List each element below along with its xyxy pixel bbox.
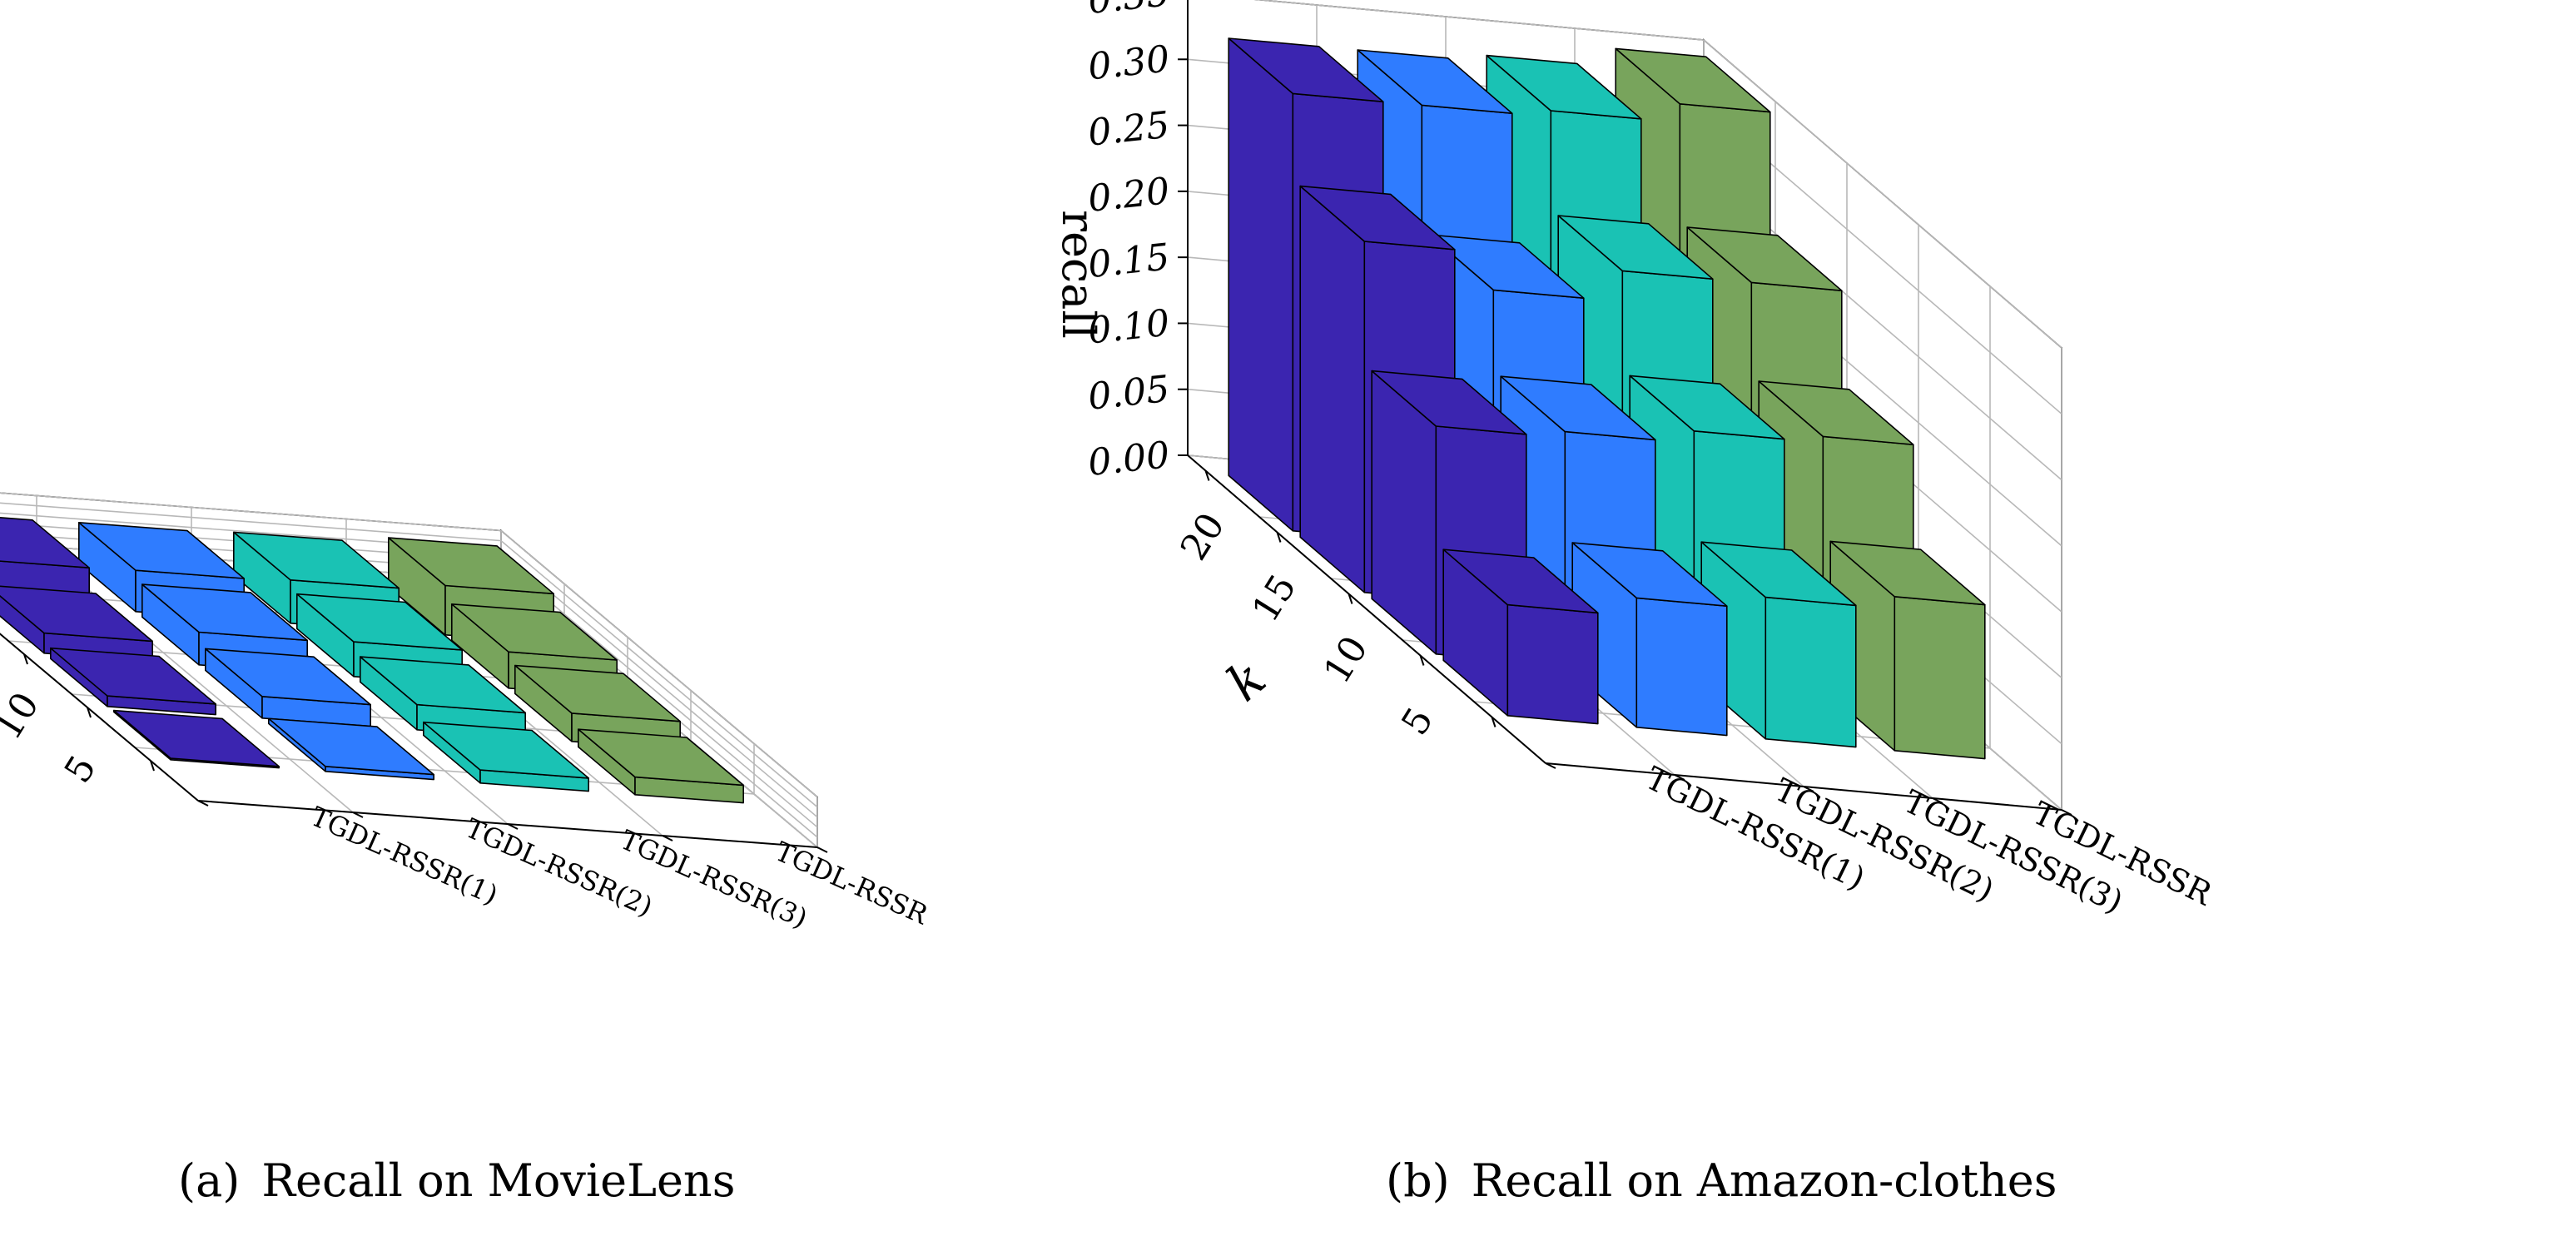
z-tick-label: 0.00 <box>1086 434 1172 484</box>
bar-top-face <box>295 593 464 651</box>
chart-axes <box>0 633 828 853</box>
x-tick <box>1419 655 1425 666</box>
bar <box>113 709 280 769</box>
bar <box>359 656 527 739</box>
bars <box>0 517 745 804</box>
bar-top-face <box>49 647 217 705</box>
bar-top-face <box>387 537 555 595</box>
y-tick <box>507 823 519 830</box>
bar-top-face <box>1371 370 1527 435</box>
z-tick-label: 0.20 <box>1086 170 1172 221</box>
bar-top-face <box>1357 49 1513 114</box>
bar-top-face <box>1629 375 1785 440</box>
caption-a-title: Recall on MovieLens <box>261 1154 736 1207</box>
bar-top-face <box>232 531 400 589</box>
z-tick-label: 0.10 <box>1086 302 1172 353</box>
bars <box>1228 37 1986 760</box>
bar <box>1442 549 1599 725</box>
bar <box>205 648 372 727</box>
bar-top-face <box>0 517 90 569</box>
z-axis-label: recall <box>1052 210 1104 339</box>
z-tick-label: 0.15 <box>1086 236 1172 286</box>
bar-top-face <box>1486 54 1642 120</box>
x-tick <box>1491 717 1496 727</box>
bar-top-face <box>450 603 618 661</box>
z-tick-labels: 0.000.050.100.150.200.250.300.35 <box>1086 0 1172 484</box>
bar-top-face <box>113 709 280 767</box>
bar-top-face <box>1299 185 1456 251</box>
bar-top-face <box>1829 540 1986 606</box>
x-tick-label: 5 <box>1393 700 1442 742</box>
bar-top-face <box>1571 542 1728 608</box>
z-tick-label: 0.30 <box>1086 37 1172 88</box>
y-tick <box>1674 774 1685 781</box>
bar-top-face <box>359 656 527 714</box>
chart-axes <box>1178 0 2072 816</box>
bar-front-face <box>1228 37 1294 532</box>
bar-top-face <box>267 717 435 776</box>
x-tick-label: 10 <box>0 685 47 747</box>
chart-amazon: 0.000.050.100.150.200.250.300.35recall20… <box>1052 0 2219 921</box>
bar-top-face <box>1686 226 1843 292</box>
bar-top-face <box>1500 375 1656 441</box>
y-tick <box>1545 762 1556 769</box>
y-tick <box>662 835 673 841</box>
bar-top-face <box>577 728 745 787</box>
bar-side-face <box>1506 603 1599 725</box>
y-tick <box>1803 786 1814 792</box>
y-tick <box>816 846 828 853</box>
chart-panel-movielens: 0.00.10.20.30.40.5recall2015105kTGDL-RSS… <box>0 0 1288 1149</box>
x-tick <box>87 707 92 718</box>
x-tick-label: 5 <box>57 748 105 791</box>
x-tick <box>150 760 155 772</box>
bar-top-face <box>422 721 590 779</box>
x-tick <box>1348 593 1353 604</box>
bar-top-face <box>1442 549 1599 614</box>
caption-b-tag: (b) <box>1386 1154 1450 1207</box>
y-tick-labels: TGDL-RSSR(1)TGDL-RSSR(2)TGDL-RSSR(3)TGDL… <box>306 801 933 935</box>
chart-panel-amazon: 0.000.050.100.150.200.250.300.35recall20… <box>1052 0 2576 1149</box>
bar <box>422 721 590 792</box>
y-tick <box>197 800 209 807</box>
bar-top-face <box>205 648 372 706</box>
bar-top-face <box>1615 47 1771 113</box>
bar-top-face <box>141 583 309 642</box>
x-tick <box>1276 532 1282 543</box>
caption-a: (a) Recall on MovieLens <box>178 1159 735 1204</box>
bar-side-face <box>1894 595 1986 760</box>
z-tick-label: 0.05 <box>1086 368 1172 419</box>
y-tick <box>1932 797 1943 804</box>
bar-top-face <box>78 521 246 579</box>
x-tick <box>1204 470 1210 481</box>
caption-a-tag: (a) <box>178 1154 241 1207</box>
x-axis <box>0 633 199 802</box>
bar <box>49 647 217 716</box>
x-axis <box>1187 454 1546 764</box>
bar <box>1571 542 1728 737</box>
bar-top-face <box>1228 37 1384 102</box>
z-tick-label: 0.25 <box>1086 104 1172 155</box>
bar-top-face <box>1758 380 1914 446</box>
y-tick <box>2061 809 2072 816</box>
bar-top-face <box>514 664 682 722</box>
bar-side-face <box>1764 596 1857 748</box>
x-tick-label: 10 <box>1316 629 1377 692</box>
y-tick-labels: TGDL-RSSR(1)TGDL-RSSR(2)TGDL-RSSR(3)TGDL… <box>1640 760 2219 921</box>
caption-b: (b) Recall on Amazon-clothes <box>1386 1159 2057 1204</box>
bar <box>577 728 745 804</box>
bar-top-face <box>1700 541 1857 607</box>
caption-b-title: Recall on Amazon-clothes <box>1471 1154 2057 1207</box>
chart-movielens: 0.00.10.20.30.40.5recall2015105kTGDL-RSS… <box>0 492 933 935</box>
bar-top-face <box>1557 215 1714 280</box>
bar-front-face <box>1299 185 1366 593</box>
x-tick <box>23 653 28 665</box>
y-tick <box>352 812 364 818</box>
bar <box>267 717 435 781</box>
bar-top-face <box>0 585 153 643</box>
bar-side-face <box>1635 597 1728 737</box>
